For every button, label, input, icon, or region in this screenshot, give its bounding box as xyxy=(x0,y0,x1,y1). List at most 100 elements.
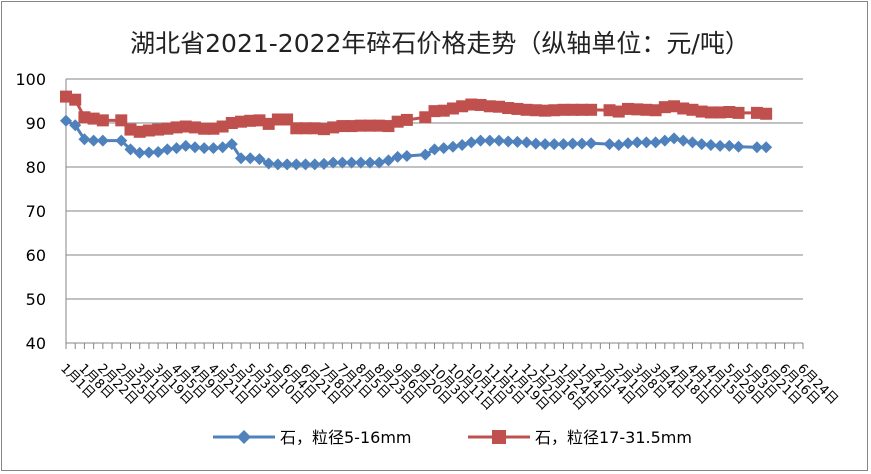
data-point xyxy=(603,104,616,117)
data-point xyxy=(437,104,450,117)
data-point xyxy=(262,117,275,130)
data-point xyxy=(87,112,100,125)
data-point xyxy=(317,157,330,170)
data-point xyxy=(557,103,570,116)
data-point xyxy=(649,104,662,117)
data-point xyxy=(281,113,294,126)
data-point xyxy=(548,104,561,117)
data-point xyxy=(78,111,91,124)
data-point xyxy=(428,105,441,118)
data-point xyxy=(603,138,616,151)
data-point xyxy=(575,103,588,116)
data-point xyxy=(364,119,377,132)
y-tick-label: 50 xyxy=(26,290,46,309)
series-small-gravel xyxy=(60,114,773,171)
data-point xyxy=(621,102,634,115)
y-tick-label: 70 xyxy=(26,202,46,221)
data-point xyxy=(529,104,542,117)
data-point xyxy=(502,102,515,115)
data-point xyxy=(511,102,524,115)
data-point xyxy=(391,115,404,128)
data-point xyxy=(566,103,579,116)
data-point xyxy=(290,158,303,171)
data-point xyxy=(142,146,155,159)
y-tick-label: 100 xyxy=(15,70,46,89)
data-point xyxy=(446,102,459,115)
data-point xyxy=(750,141,763,154)
data-point xyxy=(207,142,220,155)
data-point xyxy=(336,120,349,133)
data-point xyxy=(668,132,681,145)
series-large-gravel xyxy=(60,90,773,138)
data-point xyxy=(179,139,192,152)
data-point xyxy=(520,136,533,149)
legend-square-icon xyxy=(492,430,506,444)
data-point xyxy=(133,125,146,138)
data-point xyxy=(446,140,459,153)
data-point xyxy=(557,138,570,151)
data-point xyxy=(621,137,634,150)
data-point xyxy=(281,158,294,171)
data-point xyxy=(695,138,708,151)
data-point xyxy=(677,102,690,115)
data-point xyxy=(373,119,386,132)
data-point xyxy=(364,156,377,169)
data-point xyxy=(686,103,699,116)
data-point xyxy=(327,156,340,169)
data-point xyxy=(668,100,681,113)
data-point xyxy=(539,138,552,151)
data-point xyxy=(170,121,183,134)
data-point xyxy=(244,152,257,165)
chart-title: 湖北省2021-2022年碎石价格走势（纵轴单位：元/吨） xyxy=(130,29,750,58)
data-point xyxy=(575,137,588,150)
data-point xyxy=(179,120,192,133)
data-point xyxy=(640,103,653,116)
data-point xyxy=(520,103,533,116)
data-point xyxy=(400,113,413,126)
legend: 石，粒径5-16mm 石，粒径17-31.5mm xyxy=(213,428,692,447)
data-point xyxy=(428,143,441,156)
data-point xyxy=(271,113,284,126)
data-point xyxy=(253,153,266,166)
data-point xyxy=(456,100,469,113)
data-point xyxy=(382,154,395,167)
data-point xyxy=(548,138,561,151)
data-point xyxy=(69,93,82,106)
data-point xyxy=(686,136,699,149)
data-point xyxy=(502,135,515,148)
data-point xyxy=(732,106,745,119)
data-point xyxy=(354,156,367,169)
data-point xyxy=(631,103,644,116)
data-point xyxy=(750,106,763,119)
data-point xyxy=(658,134,671,147)
data-point xyxy=(78,133,91,146)
data-point xyxy=(308,158,321,171)
data-point xyxy=(631,136,644,149)
data-point xyxy=(492,100,505,113)
data-point xyxy=(695,105,708,118)
data-point xyxy=(124,123,137,136)
data-point xyxy=(244,114,257,127)
data-point xyxy=(492,134,505,147)
data-point xyxy=(216,120,229,133)
legend-item: 石，粒径17-31.5mm xyxy=(468,428,692,447)
data-point xyxy=(566,137,579,150)
data-point xyxy=(658,101,671,114)
legend-label: 石，粒径17-31.5mm xyxy=(535,428,692,447)
legend-item: 石，粒径5-16mm xyxy=(213,428,412,447)
data-point xyxy=(115,134,128,147)
data-point xyxy=(327,121,340,134)
data-point xyxy=(585,103,598,116)
data-point xyxy=(290,122,303,135)
data-point xyxy=(225,138,238,151)
data-point xyxy=(96,134,109,147)
data-point xyxy=(336,156,349,169)
data-point xyxy=(373,156,386,169)
data-point xyxy=(723,106,736,118)
data-point xyxy=(483,100,496,113)
data-point xyxy=(188,141,201,154)
y-tick-label: 90 xyxy=(26,114,46,133)
data-point xyxy=(124,143,137,156)
data-point xyxy=(345,120,358,133)
